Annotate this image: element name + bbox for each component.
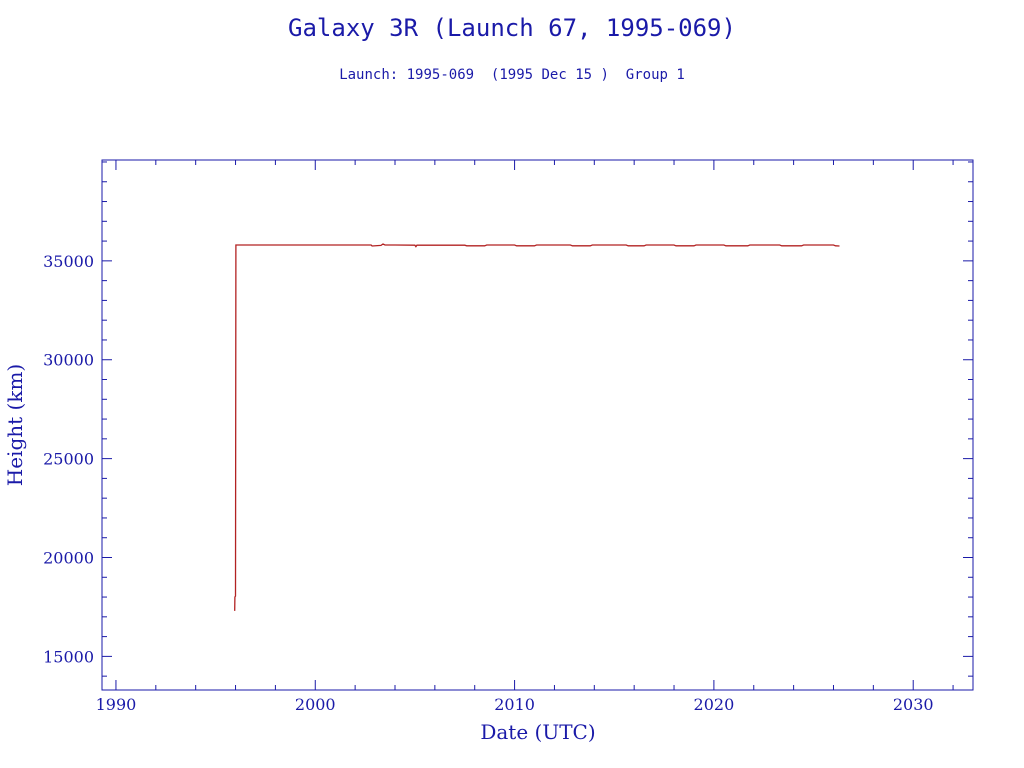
x-tick-label: 2010 (494, 695, 535, 714)
x-tick-label: 2030 (893, 695, 934, 714)
y-axis-label: Height (km) (3, 364, 27, 486)
y-tick-label: 20000 (43, 549, 94, 568)
y-tick-label: 15000 (43, 647, 94, 666)
height-series-line (234, 243, 840, 611)
y-tick-label: 30000 (43, 351, 94, 370)
chart-subtitle: Launch: 1995-069 (1995 Dec 15 ) Group 1 (339, 67, 685, 83)
chart-title: Galaxy 3R (Launch 67, 1995-069) (288, 14, 736, 42)
y-tick-label: 35000 (43, 252, 94, 271)
y-tick-label: 25000 (43, 450, 94, 469)
x-axis-label: Date (UTC) (480, 720, 595, 744)
x-tick-label: 1990 (96, 695, 137, 714)
x-tick-label: 2000 (295, 695, 336, 714)
x-tick-label: 2020 (694, 695, 735, 714)
plot-frame (101, 159, 974, 691)
